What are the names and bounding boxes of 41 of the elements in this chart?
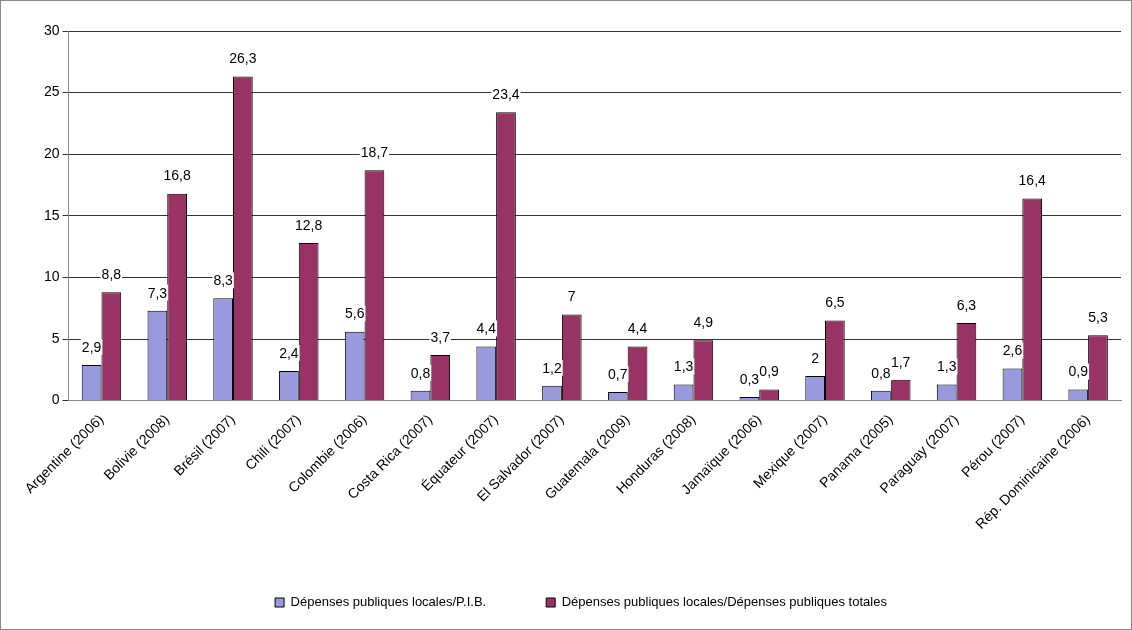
data-label: 4,9 — [693, 314, 714, 331]
data-label: 1,7 — [890, 353, 911, 370]
data-label: 0,9 — [1068, 363, 1089, 380]
data-label: 1,2 — [542, 359, 562, 376]
y-tick-label: 5 — [51, 329, 60, 346]
data-label: 2,9 — [81, 338, 102, 355]
y-tick-label: 15 — [43, 206, 60, 223]
data-label: 4,4 — [627, 320, 648, 337]
data-label: 0,9 — [759, 363, 780, 380]
data-label: 16,8 — [163, 167, 191, 184]
data-label: 1,3 — [673, 358, 694, 375]
data-label: 12,8 — [295, 216, 323, 233]
data-label: 6,5 — [825, 294, 845, 311]
y-tick-label: 10 — [43, 268, 60, 285]
data-label: 0,8 — [410, 364, 431, 381]
data-label: 4,4 — [476, 320, 497, 337]
data-label: 0,8 — [871, 364, 891, 381]
y-tick-label: 0 — [51, 391, 60, 408]
data-label: 8,3 — [213, 272, 234, 289]
data-label: 7,3 — [147, 284, 168, 301]
data-label: 0,7 — [608, 365, 628, 382]
data-label: 26,3 — [229, 50, 257, 67]
data-label: 7 — [567, 288, 576, 305]
legend-label: Dépenses publiques locales/P.I.B. — [290, 594, 487, 610]
data-label: 5,3 — [1088, 309, 1108, 326]
data-label: 8,8 — [101, 266, 122, 283]
y-tick-label: 30 — [43, 21, 60, 38]
data-label: 2 — [811, 349, 820, 366]
data-label: 23,4 — [492, 86, 520, 103]
data-label: 16,4 — [1018, 172, 1047, 189]
data-label: 1,3 — [936, 358, 957, 375]
data-label: 18,7 — [360, 144, 389, 161]
data-label: 3,7 — [430, 328, 451, 345]
data-label: 5,6 — [344, 305, 365, 322]
data-label: 0,3 — [739, 370, 760, 387]
y-tick-label: 20 — [43, 145, 60, 162]
legend-label: Dépenses publiques locales/Dépenses publiques totales — [561, 594, 888, 610]
data-label: 2,4 — [279, 344, 299, 361]
data-label: 6,3 — [956, 296, 977, 313]
y-tick-label: 25 — [43, 83, 60, 100]
data-label: 2,6 — [1002, 342, 1023, 359]
